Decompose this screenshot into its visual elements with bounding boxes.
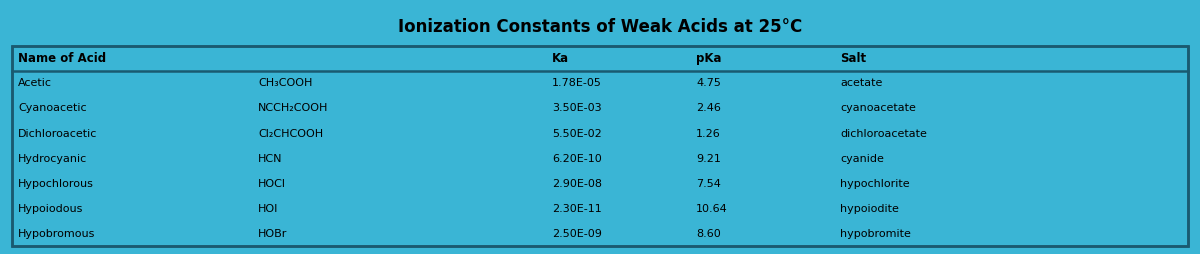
Text: 9.21: 9.21 xyxy=(696,154,721,164)
Text: Cl₂CHCOOH: Cl₂CHCOOH xyxy=(258,129,323,138)
Text: 4.75: 4.75 xyxy=(696,78,721,88)
Text: 2.90E-08: 2.90E-08 xyxy=(552,179,602,189)
Text: 2.30E-11: 2.30E-11 xyxy=(552,204,601,214)
Text: cyanoacetate: cyanoacetate xyxy=(840,103,916,114)
Text: Ionization Constants of Weak Acids at 25°C: Ionization Constants of Weak Acids at 25… xyxy=(398,18,802,36)
Bar xyxy=(12,46,1188,246)
Text: 1.78E-05: 1.78E-05 xyxy=(552,78,602,88)
Text: Hydrocyanic: Hydrocyanic xyxy=(18,154,88,164)
Text: NCCH₂COOH: NCCH₂COOH xyxy=(258,103,329,114)
Text: dichloroacetate: dichloroacetate xyxy=(840,129,926,138)
Text: CH₃COOH: CH₃COOH xyxy=(258,78,312,88)
Text: cyanide: cyanide xyxy=(840,154,884,164)
Text: Name of Acid: Name of Acid xyxy=(18,52,106,65)
Text: Hypobromous: Hypobromous xyxy=(18,229,95,239)
Text: Salt: Salt xyxy=(840,52,866,65)
Bar xyxy=(12,46,1188,246)
Text: HCN: HCN xyxy=(258,154,282,164)
Text: pKa: pKa xyxy=(696,52,721,65)
Text: Hypoiodous: Hypoiodous xyxy=(18,204,83,214)
Text: HOBr: HOBr xyxy=(258,229,287,239)
Text: hypoiodite: hypoiodite xyxy=(840,204,899,214)
Text: acetate: acetate xyxy=(840,78,882,88)
Text: Cyanoacetic: Cyanoacetic xyxy=(18,103,86,114)
Text: 1.26: 1.26 xyxy=(696,129,721,138)
Text: hypochlorite: hypochlorite xyxy=(840,179,910,189)
Text: HOCl: HOCl xyxy=(258,179,286,189)
Text: Acetic: Acetic xyxy=(18,78,52,88)
Text: hypobromite: hypobromite xyxy=(840,229,911,239)
Text: Dichloroacetic: Dichloroacetic xyxy=(18,129,97,138)
Text: 3.50E-03: 3.50E-03 xyxy=(552,103,601,114)
Text: Ka: Ka xyxy=(552,52,569,65)
Text: 10.64: 10.64 xyxy=(696,204,727,214)
Text: Hypochlorous: Hypochlorous xyxy=(18,179,94,189)
Text: 6.20E-10: 6.20E-10 xyxy=(552,154,601,164)
Text: 2.46: 2.46 xyxy=(696,103,721,114)
Text: 7.54: 7.54 xyxy=(696,179,721,189)
Text: 2.50E-09: 2.50E-09 xyxy=(552,229,602,239)
Text: HOI: HOI xyxy=(258,204,278,214)
Text: 5.50E-02: 5.50E-02 xyxy=(552,129,601,138)
Text: 8.60: 8.60 xyxy=(696,229,721,239)
